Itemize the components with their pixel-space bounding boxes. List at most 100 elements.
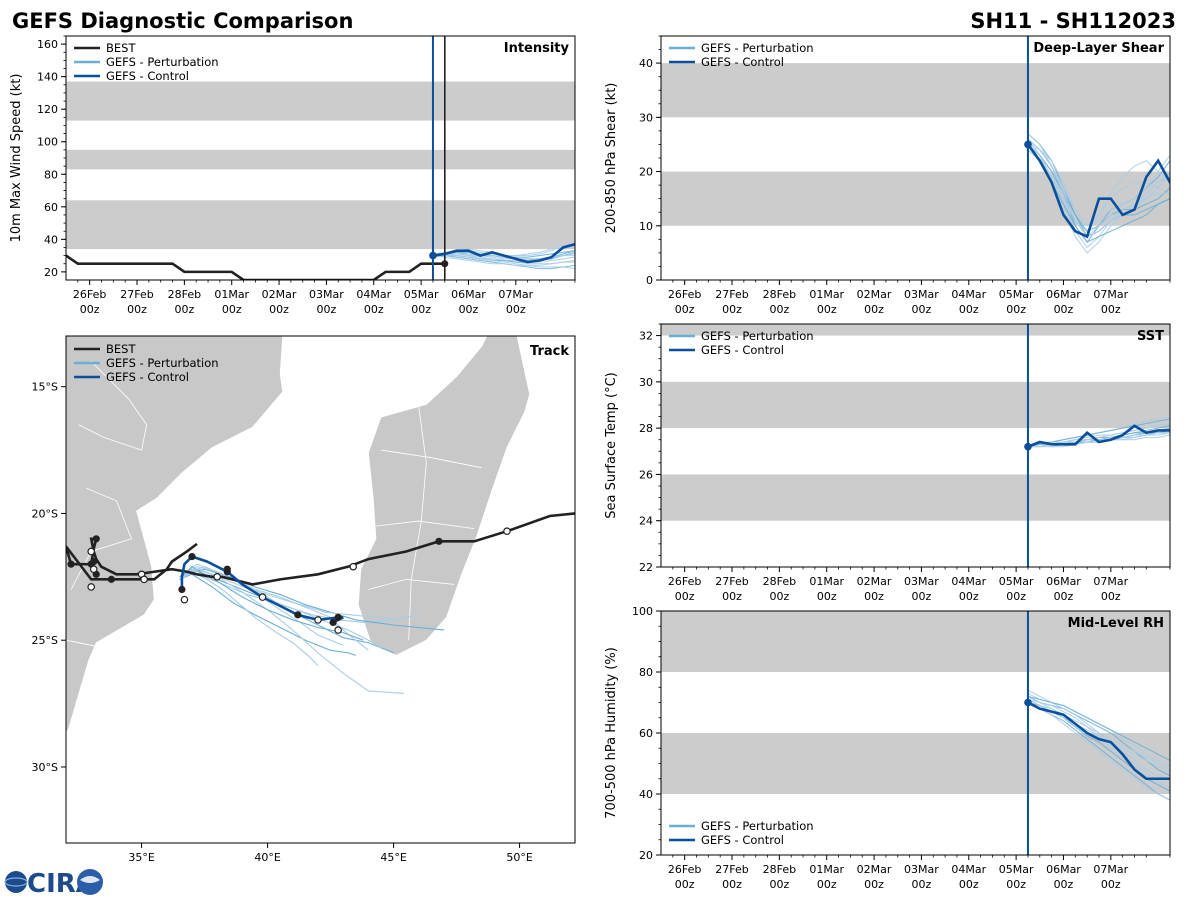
rh-legend-perturbation-label: GEFS - Perturbation	[701, 819, 814, 833]
track-legend-perturbation-label: GEFS - Perturbation	[106, 356, 219, 370]
sst-plot-area	[661, 324, 1170, 567]
control-track-point	[223, 568, 231, 576]
shear-xtick-hour: 00z	[1101, 303, 1121, 316]
intensity-perturbation-line	[432, 253, 575, 260]
control-track-point	[178, 585, 186, 594]
perturbation-track	[179, 568, 402, 621]
sst-xtick-hour: 00z	[1054, 590, 1074, 603]
sst-xtick-hour: 00z	[912, 590, 932, 603]
shear-xtick-date: 28Feb	[763, 288, 796, 301]
rh-xtick-hour: 00z	[1101, 878, 1121, 891]
control-track-point	[334, 613, 342, 621]
rh-xtick-date: 04Mar	[951, 863, 986, 876]
shear-title: Deep-Layer Shear	[1033, 41, 1164, 56]
rh-perturbation-line	[1027, 702, 1170, 801]
sst-xtick-date: 03Mar	[904, 575, 939, 588]
rh-xtick-hour: 00z	[912, 878, 932, 891]
rh-init-point	[1024, 698, 1032, 707]
best-track-point-open	[140, 575, 148, 584]
intensity-xtick-date: 05Mar	[404, 288, 439, 301]
shear-ytick-label: 30	[639, 111, 653, 124]
shear-legend-control-label: GEFS - Control	[701, 55, 784, 69]
intensity-xtick-hour: 00z	[317, 303, 337, 316]
madagascar-island	[357, 336, 531, 656]
intensity-xtick-date: 06Mar	[451, 288, 486, 301]
track-lon-label: 50°E	[506, 851, 532, 864]
sst-title: SST	[1137, 329, 1164, 344]
globe-icon	[5, 871, 27, 893]
track-lon-label: 45°E	[380, 851, 406, 864]
shear-ytick-label: 0	[646, 274, 653, 287]
intensity-xtick-hour: 00z	[222, 303, 242, 316]
shear-xtick-date: 01Mar	[809, 288, 844, 301]
rh-ytick-label: 20	[639, 849, 653, 862]
intensity-ylabel: 10m Max Wind Speed (kt)	[9, 74, 24, 243]
shear-ytick-label: 40	[639, 57, 653, 70]
control-track-point	[329, 618, 337, 627]
intensity-xtick-date: 03Mar	[309, 288, 344, 301]
country-boundary	[66, 639, 104, 649]
best-track-point	[92, 535, 100, 543]
sst-xtick-hour: 00z	[1006, 590, 1026, 603]
sst-init-point	[1024, 442, 1032, 451]
rh-xtick-date: 27Feb	[715, 863, 748, 876]
perturbation-track	[181, 568, 404, 694]
shear-xtick-date: 26Feb	[668, 288, 701, 301]
shear-ytick-label: 10	[639, 220, 653, 233]
track-lat-label: 25°S	[32, 634, 58, 647]
best-track-point-open	[349, 562, 358, 571]
intensity-xtick-hour: 00z	[459, 303, 479, 316]
track-legend-control-label: GEFS - Control	[106, 370, 189, 384]
sst-xtick-hour: 00z	[817, 590, 837, 603]
intensity-ytick-label: 60	[44, 201, 58, 214]
rh-xtick-date: 28Feb	[763, 863, 796, 876]
shear-xtick-hour: 00z	[722, 303, 742, 316]
control-track-point-open	[258, 593, 267, 601]
intensity-ytick-label: 80	[44, 168, 58, 181]
best-track-point-open	[89, 565, 98, 574]
intensity-xtick-date: 28Feb	[168, 288, 201, 301]
rh-xtick-hour: 00z	[1054, 878, 1074, 891]
best-track-point	[67, 560, 75, 568]
shear-xtick-hour: 00z	[817, 303, 837, 316]
sst-ytick-label: 22	[639, 561, 653, 574]
rh-xtick-hour: 00z	[675, 878, 695, 891]
track-lat-label: 15°S	[32, 381, 58, 394]
sst-xtick-hour: 00z	[959, 590, 979, 603]
sst-threshold-band	[661, 324, 1170, 336]
rh-xtick-date: 06Mar	[1046, 863, 1081, 876]
rh-xtick-hour: 00z	[722, 878, 742, 891]
intensity-control-line	[432, 242, 575, 264]
sst-perturbation-line	[1027, 422, 1170, 448]
sst-ytick-label: 30	[639, 376, 653, 389]
sst-xtick-date: 05Mar	[999, 575, 1034, 588]
rh-perturbation-line	[1027, 698, 1170, 774]
sst-xtick-hour: 00z	[864, 590, 884, 603]
shear-plot-area	[661, 36, 1170, 280]
rh-threshold-band	[661, 611, 1170, 672]
intensity-title: Intensity	[504, 41, 570, 56]
rh-xtick-date: 26Feb	[668, 863, 701, 876]
track-lon-label: 35°E	[128, 851, 154, 864]
province-boundary	[380, 449, 482, 469]
shear-legend-perturbation-label: GEFS - Perturbation	[701, 41, 814, 55]
perturbation-track	[179, 566, 344, 646]
sst-xtick-date: 02Mar	[857, 575, 892, 588]
rh-xtick-hour: 00z	[959, 878, 979, 891]
intensity-perturbation-line	[432, 255, 575, 266]
control-track-point-open	[180, 595, 189, 604]
intensity-ytick-label: 140	[37, 71, 58, 84]
shear-init-point	[1024, 140, 1032, 149]
sst-xtick-date: 28Feb	[763, 575, 796, 588]
intensity-xtick-hour: 00z	[506, 303, 526, 316]
shear-xtick-date: 07Mar	[1093, 288, 1128, 301]
rh-legend-control-label: GEFS - Control	[701, 833, 784, 847]
rh-perturbation-line	[1027, 702, 1170, 801]
best-track-point	[107, 575, 115, 583]
track-panel: 35°E 40°E 45°E 50°E 15°S 20°S 25°S 30°S Track BES…	[32, 335, 576, 864]
sst-xtick-date: 06Mar	[1046, 575, 1081, 588]
sst-ytick-label: 24	[639, 515, 653, 528]
rh-title: Mid-Level RH	[1068, 616, 1164, 631]
track-map-area	[66, 336, 575, 843]
